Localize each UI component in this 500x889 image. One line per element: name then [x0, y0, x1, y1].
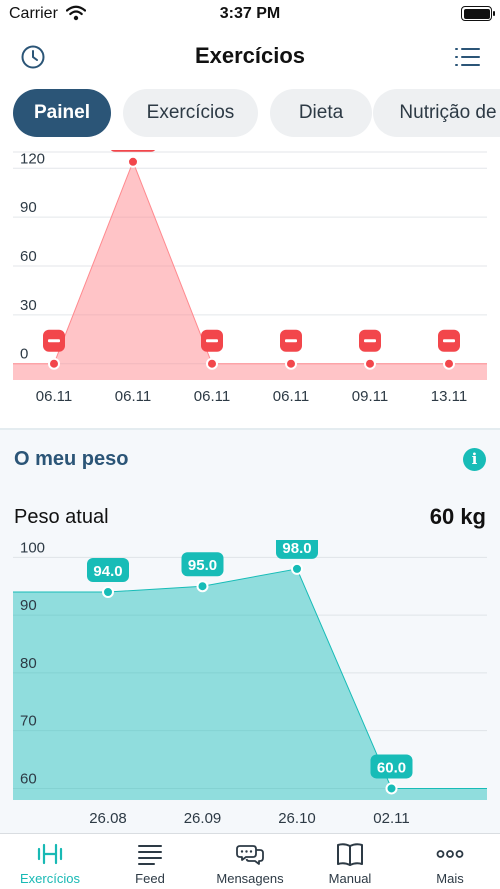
minus-glyph	[364, 339, 376, 343]
y-tick-label: 90	[20, 199, 37, 216]
x-tick-label: 06.11	[115, 388, 151, 405]
x-tick-label: 09.11	[352, 388, 388, 405]
tab-painel[interactable]: Painel	[13, 89, 111, 137]
bottom-tab-exercicios[interactable]: Exercícios	[0, 834, 100, 889]
tab-dieta[interactable]: Dieta	[270, 89, 372, 137]
y-tick-label: 100	[20, 540, 45, 556]
data-label: 60.0	[377, 759, 406, 776]
data-point	[48, 357, 60, 370]
series-area	[13, 568, 487, 800]
y-tick-label: 90	[20, 597, 37, 614]
data-point	[285, 357, 297, 370]
page-title: Exercícios	[194, 43, 306, 68]
carrier-label: Carrier	[9, 5, 58, 22]
y-tick-label: 80	[20, 655, 37, 672]
bottom-tab-label: Mensagens	[216, 871, 284, 886]
tab-nutricao[interactable]: Nutrição de	[373, 89, 500, 137]
series-line	[13, 568, 487, 789]
history-clock-icon[interactable]	[20, 44, 46, 70]
data-label: 98.0	[282, 540, 311, 557]
y-tick-label: 70	[20, 713, 37, 730]
list-menu-icon[interactable]	[453, 45, 481, 69]
x-tick-label: 02.11	[373, 810, 409, 827]
bottom-tab-label: Manual	[328, 871, 372, 886]
minus-glyph	[285, 339, 297, 343]
bottom-tab-label: Mais	[436, 871, 464, 886]
exercise-chart: 030609012006.11124.006.1106.1106.1109.11…	[13, 150, 487, 405]
x-tick-label: 26.09	[184, 810, 222, 827]
y-tick-label: 0	[20, 346, 28, 363]
data-label-badge	[370, 754, 413, 779]
data-label-badge	[110, 150, 156, 152]
weight-chart: 60 70 80 90 100 94.0 26.08 95.0 26.09 98.0 26.10 60…	[13, 540, 487, 827]
bottom-tab-mensagens[interactable]: Mensagens	[200, 834, 300, 889]
status-bar: Carrier 3:37 PM	[0, 0, 500, 30]
weight-card-title: O meu peso	[14, 448, 129, 470]
data-point	[364, 357, 376, 370]
data-point	[127, 155, 139, 168]
minus-glyph	[48, 339, 60, 343]
data-point	[291, 562, 303, 575]
data-label-badge	[87, 558, 129, 582]
dumbbell-icon	[37, 843, 63, 865]
x-tick-label: 06.11	[36, 388, 72, 405]
y-tick-label: 120	[20, 150, 45, 167]
weight-card: O meu peso i Peso atual 60 kg 60 70 80 90 10…	[0, 430, 500, 833]
bottom-tab-feed[interactable]: Feed	[100, 834, 200, 889]
current-weight-label: Peso atual	[14, 506, 109, 528]
more-dots-icon	[436, 850, 464, 858]
minus-glyph	[206, 339, 218, 343]
y-tick-label: 30	[20, 297, 37, 314]
data-point	[385, 782, 398, 795]
book-icon	[337, 843, 363, 866]
data-label: 95.0	[188, 557, 217, 574]
data-label-badge	[276, 540, 318, 559]
tab-exercicios[interactable]: Exercícios	[123, 89, 258, 137]
data-label: 94.0	[93, 563, 122, 580]
data-point	[102, 586, 114, 598]
bottom-tab-label: Feed	[135, 871, 165, 886]
navigation-bar: Exercícios	[0, 30, 500, 82]
data-label-badge	[181, 552, 224, 577]
battery-icon	[461, 6, 495, 21]
x-tick-label: 06.11	[273, 388, 309, 405]
wifi-icon	[66, 5, 86, 21]
x-tick-label: 13.11	[431, 388, 467, 405]
data-point	[443, 357, 455, 370]
series-line	[13, 160, 487, 365]
minus-glyph	[443, 339, 455, 343]
bottom-tab-mais[interactable]: Mais	[400, 834, 500, 889]
bottom-tab-manual[interactable]: Manual	[300, 834, 400, 889]
info-icon[interactable]: i	[463, 448, 486, 471]
chat-bubbles-icon	[236, 845, 264, 865]
series-area	[13, 161, 487, 380]
status-time: 3:37 PM	[219, 5, 281, 22]
bottom-tab-label: Exercícios	[20, 871, 80, 886]
section-divider	[0, 428, 500, 430]
y-tick-label: 60	[20, 770, 37, 787]
feed-lines-icon	[138, 845, 162, 865]
data-point	[196, 580, 209, 593]
current-weight-value: 60 kg	[429, 504, 486, 529]
x-tick-label: 06.11	[194, 388, 230, 405]
x-tick-label: 26.08	[89, 810, 127, 827]
bottom-tab-bar: Exercícios Feed Mensagens Manual	[0, 833, 500, 889]
data-point	[206, 357, 218, 370]
x-tick-label: 26.10	[278, 810, 316, 827]
y-tick-label: 60	[20, 248, 37, 265]
